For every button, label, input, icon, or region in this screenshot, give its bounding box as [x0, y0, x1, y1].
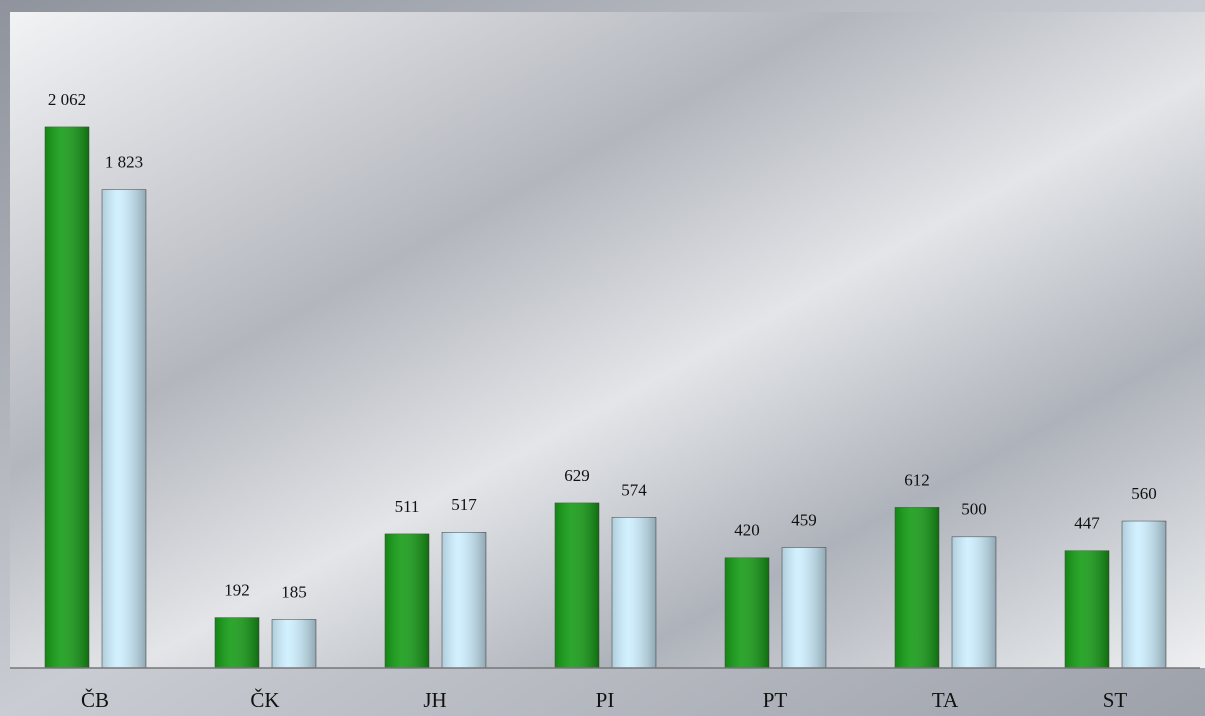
bar-shade [1122, 521, 1166, 668]
data-label: 629 [564, 466, 590, 485]
x-tick-label: TA [932, 688, 959, 712]
bar-shade [952, 536, 996, 668]
x-tick-label: PT [763, 688, 788, 712]
bars [44, 126, 1167, 669]
bar-shade [1065, 550, 1109, 668]
data-label: 574 [621, 480, 647, 499]
data-label: 500 [961, 500, 987, 519]
data-label: 185 [281, 582, 307, 601]
bar-shade [895, 507, 939, 668]
data-label: 420 [734, 521, 760, 540]
x-tick-label: PI [596, 688, 615, 712]
data-label: 2 062 [48, 90, 86, 109]
bar-shade [442, 532, 486, 668]
bar-shade [725, 557, 769, 668]
x-tick-label: ST [1103, 688, 1128, 712]
data-label: 447 [1074, 514, 1100, 533]
bar-shade [782, 547, 826, 668]
data-label: 1 823 [105, 153, 143, 172]
data-label: 192 [224, 581, 250, 600]
data-label: 612 [904, 470, 930, 489]
bar-shade [272, 619, 316, 668]
data-label: 511 [395, 497, 420, 516]
bar-shade [215, 617, 259, 668]
bar-shade [612, 517, 656, 668]
x-tick-label: ČK [250, 688, 279, 712]
x-tick-label: ČB [81, 688, 109, 712]
bar-shade [45, 126, 89, 668]
bar-shade [385, 533, 429, 668]
data-label: 517 [451, 495, 477, 514]
data-label: 459 [791, 510, 817, 529]
bar-shade [555, 502, 599, 668]
data-label: 560 [1131, 484, 1157, 503]
x-tick-label: JH [423, 688, 446, 712]
plot-area [10, 12, 1205, 668]
bar-shade [102, 189, 146, 668]
